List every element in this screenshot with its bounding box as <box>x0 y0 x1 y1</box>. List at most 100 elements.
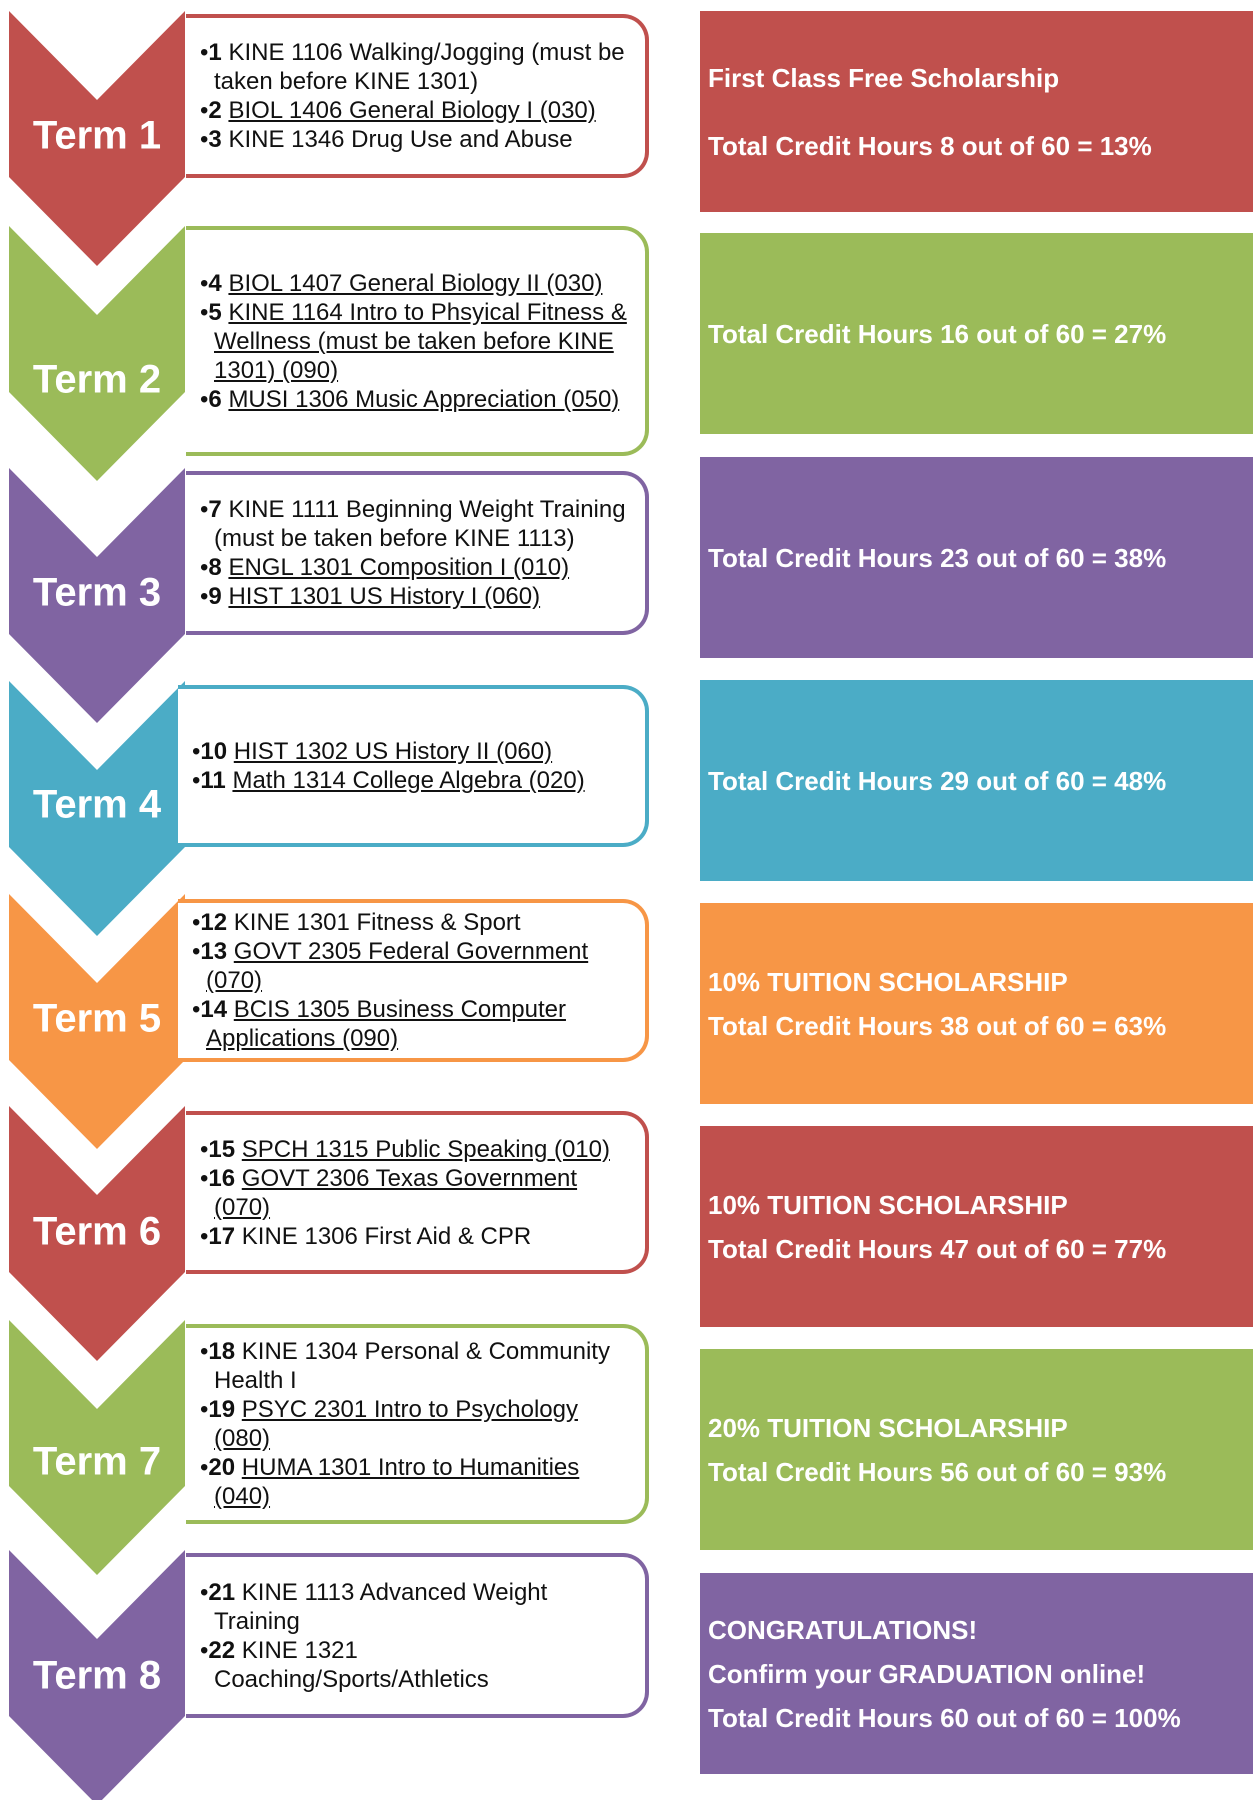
course-title: BIOL 1407 General Biology II (030) <box>228 269 603 297</box>
course-item: •2 BIOL 1406 General Biology I (030) <box>200 97 596 124</box>
info-box: 10% TUITION SCHOLARSHIP Total Credit Hour… <box>700 903 1253 1104</box>
info-line: First Class Free Scholarship <box>708 62 1060 93</box>
course-box: •7 KINE 1111 Beginning Weight Training (… <box>186 471 649 635</box>
chevron <box>9 681 185 936</box>
course-item: •6 MUSI 1306 Music Appreciation (050) <box>200 385 620 413</box>
info-line: Total Credit Hours 47 out of 60 = 77% <box>708 1233 1167 1264</box>
course-title: Math 1314 College Algebra (020) <box>232 767 585 794</box>
course-title: KINE 1321 Coaching/Sports/Athletics <box>214 1636 489 1693</box>
info-line: Total Credit Hours 60 out of 60 = 100% <box>708 1702 1181 1733</box>
info-line: CONGRATULATIONS! <box>708 1614 978 1645</box>
info-line: Confirm your GRADUATION online! <box>708 1658 1146 1689</box>
term-label: Term 3 <box>33 571 161 615</box>
course-item: •7 KINE 1111 Beginning Weight Training (… <box>200 496 626 552</box>
info-line: Total Credit Hours 56 out of 60 = 93% <box>708 1456 1167 1487</box>
course-number: 13 <box>200 938 228 965</box>
course-number: 7 <box>208 496 222 523</box>
chevron <box>9 226 185 481</box>
course-number: 10 <box>200 738 228 765</box>
course-title: GOVT 2306 Texas Government (070) <box>214 1164 578 1221</box>
course-box: •10 HIST 1302 US History II (060) •11 Mat… <box>178 685 649 847</box>
course-number: 12 <box>200 909 228 936</box>
info-box: Total Credit Hours 23 out of 60 = 38% <box>700 457 1253 658</box>
course-number: 3 <box>208 126 222 153</box>
course-box: •21 KINE 1113 Advanced Weight Training •2… <box>186 1553 649 1718</box>
course-title: KINE 1306 First Aid & CPR <box>241 1222 532 1250</box>
info-line: Total Credit Hours 29 out of 60 = 48% <box>708 765 1167 796</box>
course-title: GOVT 2305 Federal Government (070) <box>206 938 589 994</box>
term-label: Term 7 <box>33 1440 161 1484</box>
chevron <box>9 1550 185 1800</box>
course-title: MUSI 1306 Music Appreciation (050) <box>228 385 620 413</box>
course-number: 21 <box>208 1578 236 1606</box>
course-number: 19 <box>208 1396 236 1423</box>
info-line: Total Credit Hours 8 out of 60 = 13% <box>708 130 1152 161</box>
course-item: •13 GOVT 2305 Federal Government (070) <box>192 938 589 994</box>
course-title: HUMA 1301 Intro to Humanities (040) <box>214 1454 580 1510</box>
info-box: Total Credit Hours 16 out of 60 = 27% <box>700 233 1253 434</box>
course-title: BIOL 1406 General Biology I (030) <box>228 97 596 124</box>
course-number: 4 <box>208 269 222 297</box>
course-number: 9 <box>208 583 222 610</box>
course-title: KINE 1164 Intro to Phsyical Fitness & We… <box>214 298 627 384</box>
term-label: Term 2 <box>33 358 161 402</box>
course-title: HIST 1302 US History II (060) <box>233 738 553 765</box>
course-title: KINE 1111 Beginning Weight Training (mus… <box>214 496 626 552</box>
course-title: KINE 1304 Personal & Community Health I <box>214 1338 610 1394</box>
course-item: •16 GOVT 2306 Texas Government (070) <box>200 1164 578 1221</box>
course-title: ENGL 1301 Composition I (010) <box>228 554 570 581</box>
course-item: •5 KINE 1164 Intro to Phsyical Fitness &… <box>200 298 627 384</box>
course-number: 16 <box>208 1164 236 1192</box>
course-item: •19 PSYC 2301 Intro to Psychology (080) <box>200 1396 578 1452</box>
course-item: •17 KINE 1306 First Aid & CPR <box>200 1222 532 1250</box>
course-title: SPCH 1315 Public Speaking (010) <box>241 1135 610 1163</box>
course-item: •9 HIST 1301 US History I (060) <box>200 583 541 610</box>
info-box: 20% TUITION SCHOLARSHIP Total Credit Hour… <box>700 1349 1253 1550</box>
course-title: KINE 1113 Advanced Weight Training <box>214 1578 548 1635</box>
course-item: •21 KINE 1113 Advanced Weight Training <box>200 1578 548 1635</box>
info-box: First Class Free Scholarship Total Credit… <box>700 11 1253 212</box>
info-line: 10% TUITION SCHOLARSHIP <box>708 966 1068 997</box>
course-number: 14 <box>200 996 228 1023</box>
info-box: 10% TUITION SCHOLARSHIP Total Credit Hour… <box>700 1126 1253 1327</box>
course-number: 1 <box>208 39 222 66</box>
term-label: Term 5 <box>33 997 161 1041</box>
term-label: Term 1 <box>33 114 161 158</box>
course-title: KINE 1106 Walking/Jogging (must be taken… <box>214 39 625 95</box>
chevron <box>9 11 185 266</box>
course-item: •11 Math 1314 College Algebra (020) <box>192 767 585 794</box>
course-title: KINE 1346 Drug Use and Abuse <box>228 126 573 153</box>
course-box: •1 KINE 1106 Walking/Jogging (must be ta… <box>186 14 649 178</box>
course-number: 22 <box>208 1636 236 1664</box>
course-number: 18 <box>208 1338 236 1365</box>
term-label: Term 6 <box>33 1210 161 1254</box>
chevron <box>9 894 185 1149</box>
chevron <box>9 468 185 723</box>
info-line: Total Credit Hours 16 out of 60 = 27% <box>708 318 1167 349</box>
course-number: 6 <box>208 385 222 413</box>
course-number: 11 <box>200 767 226 794</box>
course-item: •12 KINE 1301 Fitness & Sport <box>192 909 521 936</box>
course-title: HIST 1301 US History I (060) <box>228 583 541 610</box>
course-item: •3 KINE 1346 Drug Use and Abuse <box>200 126 573 153</box>
info-box: CONGRATULATIONS! Confirm your GRADUATION … <box>700 1573 1253 1774</box>
info-box: Total Credit Hours 29 out of 60 = 48% <box>700 680 1253 881</box>
info-line: Total Credit Hours 23 out of 60 = 38% <box>708 542 1167 573</box>
course-number: 8 <box>208 554 222 581</box>
course-item: •8 ENGL 1301 Composition I (010) <box>200 554 570 581</box>
course-item: •14 BCIS 1305 Business Computer Applicat… <box>192 996 566 1052</box>
course-item: •4 BIOL 1407 General Biology II (030) <box>200 269 603 297</box>
course-title: PSYC 2301 Intro to Psychology (080) <box>214 1396 578 1452</box>
course-number: 2 <box>208 97 222 124</box>
info-line: 10% TUITION SCHOLARSHIP <box>708 1189 1068 1220</box>
course-box: •18 KINE 1304 Personal & Community Healt… <box>186 1324 649 1524</box>
course-item: •22 KINE 1321 Coaching/Sports/Athletics <box>200 1636 489 1693</box>
course-box: •15 SPCH 1315 Public Speaking (010) •16 G… <box>186 1111 649 1274</box>
course-number: 15 <box>208 1135 236 1163</box>
course-number: 17 <box>208 1222 236 1250</box>
course-title: KINE 1301 Fitness & Sport <box>233 909 521 936</box>
course-title: BCIS 1305 Business Computer Applications… <box>206 996 566 1052</box>
course-box: •4 BIOL 1407 General Biology II (030) •5 … <box>186 226 649 456</box>
